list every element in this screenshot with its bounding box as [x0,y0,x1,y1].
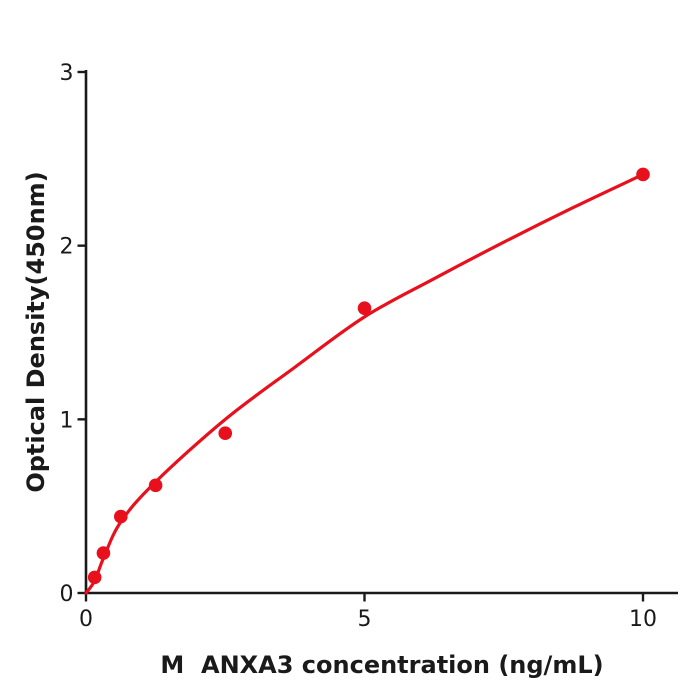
y-tick-label: 0 [60,582,74,607]
data-point [218,426,233,441]
data-point [636,167,650,182]
x-tick-label: 0 [79,607,93,632]
data-point [87,570,102,585]
y-tick-label: 1 [60,408,74,433]
x-tick-label: 5 [358,607,372,632]
data-point [148,478,163,493]
fit-curve-line [84,172,645,595]
data-point [114,509,128,524]
y-axis-label: Optical Density(450nm) [22,171,50,493]
data-point [96,546,111,560]
x-axis-label: M ANXA3 concentration (ng/mL) [160,651,604,679]
x-tick-label: 10 [629,607,657,632]
y-tick-label: 2 [60,235,74,260]
data-point [357,301,372,315]
y-tick-label: 3 [60,61,74,86]
